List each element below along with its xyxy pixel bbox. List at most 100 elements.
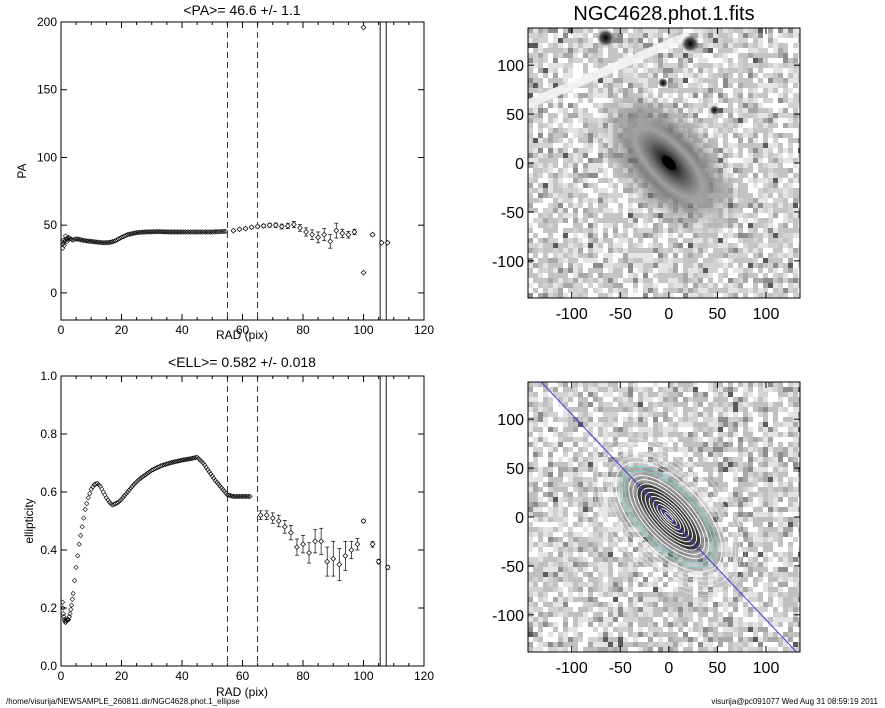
img1-noise-pixel: [528, 203, 533, 208]
img2-noise-pixel: [628, 442, 633, 447]
img2-noise-pixel: [528, 567, 533, 572]
img1-noise-pixel: [733, 58, 738, 63]
img2-noise-pixel: [553, 382, 558, 387]
img2-noise-pixel: [663, 387, 668, 392]
img2-noise-pixel: [583, 392, 588, 397]
img1-noise-pixel: [713, 123, 718, 128]
img1-noise-pixel: [768, 28, 773, 33]
img2-noise-pixel: [793, 617, 798, 622]
img2-noise-pixel: [738, 622, 743, 627]
img1-noise-pixel: [533, 33, 538, 38]
img1-noise-pixel: [608, 78, 613, 83]
img2-noise-pixel: [688, 462, 693, 467]
img2-noise-pixel: [793, 407, 798, 412]
img1-noise-pixel: [733, 93, 738, 98]
img1-noise-pixel: [603, 223, 608, 228]
img1-noise-pixel: [528, 173, 533, 178]
img2-noise-pixel: [548, 432, 553, 437]
img2-noise-pixel: [533, 517, 538, 522]
img1-noise-pixel: [543, 53, 548, 58]
img2-noise-pixel: [748, 507, 753, 512]
img1-noise-pixel: [723, 238, 728, 243]
img1-noise-pixel: [548, 123, 553, 128]
img2-noise-pixel: [528, 427, 533, 432]
img2-noise-pixel: [553, 402, 558, 407]
img2-noise-pixel: [703, 387, 708, 392]
img2-noise-pixel: [678, 397, 683, 402]
img2-noise-pixel: [668, 572, 673, 577]
img1-noise-pixel: [723, 258, 728, 263]
img2-noise-pixel: [588, 572, 593, 577]
img1-noise-pixel: [698, 273, 703, 278]
img2-noise-pixel: [693, 392, 698, 397]
img2-noise-pixel: [763, 482, 768, 487]
img2-noise-pixel: [543, 497, 548, 502]
img1-noise-pixel: [783, 88, 788, 93]
img1-noise-pixel: [763, 183, 768, 188]
img1-noise-pixel: [608, 173, 613, 178]
img2-noise-pixel: [648, 417, 653, 422]
img1-noise-pixel: [603, 233, 608, 238]
img1-noise-pixel: [708, 33, 713, 38]
img2-noise-pixel: [678, 447, 683, 452]
img2-noise-pixel: [783, 592, 788, 597]
img1-noise-pixel: [628, 233, 633, 238]
img1-noise-pixel: [788, 193, 793, 198]
img1-noise-pixel: [538, 188, 543, 193]
img1-noise-pixel: [778, 28, 783, 33]
img1-noise-pixel: [548, 223, 553, 228]
img1-noise-pixel: [693, 83, 698, 88]
img2-noise-pixel: [783, 412, 788, 417]
img1-noise-pixel: [673, 253, 678, 258]
img2-noise-pixel: [783, 547, 788, 552]
img2-noise-pixel: [588, 422, 593, 427]
img1-noise-pixel: [753, 98, 758, 103]
img2-noise-pixel: [728, 482, 733, 487]
img1-noise-pixel: [753, 193, 758, 198]
img1-noise-pixel: [758, 258, 763, 263]
img2-noise-pixel: [788, 527, 793, 532]
img2-noise-pixel: [728, 587, 733, 592]
img1-noise-pixel: [588, 108, 593, 113]
img2-noise-pixel: [783, 522, 788, 527]
img2-noise-pixel: [748, 502, 753, 507]
img1-noise-pixel: [778, 48, 783, 53]
img2-noise-pixel: [603, 397, 608, 402]
img2-noise-pixel: [573, 427, 578, 432]
img2-noise-pixel: [718, 427, 723, 432]
img2-noise-pixel: [543, 537, 548, 542]
img1-noise-pixel: [593, 43, 598, 48]
img1-noise-pixel: [543, 43, 548, 48]
img2-noise-pixel: [533, 457, 538, 462]
img1-noise-pixel: [728, 113, 733, 118]
img1-noise-pixel: [638, 38, 643, 43]
img1-noise-pixel: [713, 273, 718, 278]
img1-noise-pixel: [553, 148, 558, 153]
img1-noise-pixel: [578, 33, 583, 38]
img1-noise-pixel: [598, 223, 603, 228]
img1-noise-pixel: [793, 233, 798, 238]
img1-noise-pixel: [568, 188, 573, 193]
img1-noise-pixel: [728, 123, 733, 128]
img1-noise-pixel: [538, 68, 543, 73]
pa-curve-point: [94, 239, 100, 245]
ell-curve-point: [144, 470, 150, 477]
img2-noise-pixel: [618, 627, 623, 632]
img1-noise-pixel: [763, 33, 768, 38]
img2-noise-pixel: [763, 397, 768, 402]
ell-curve-point: [165, 460, 172, 467]
img2-noise-pixel: [733, 442, 738, 447]
img1-noise-pixel: [578, 183, 583, 188]
img2-noise-pixel: [563, 647, 568, 652]
img1-noise-pixel: [623, 33, 628, 38]
img2-noise-pixel: [578, 592, 583, 597]
img1-noise-pixel: [538, 148, 543, 153]
img2-noise-pixel: [583, 642, 588, 647]
img1-noise-pixel: [783, 243, 788, 248]
img2-noise-pixel: [788, 507, 793, 512]
img1-noise-pixel: [748, 133, 753, 138]
img1-noise-pixel: [588, 218, 593, 223]
img1-noise-pixel: [733, 83, 738, 88]
img1-noise-pixel: [653, 73, 658, 78]
